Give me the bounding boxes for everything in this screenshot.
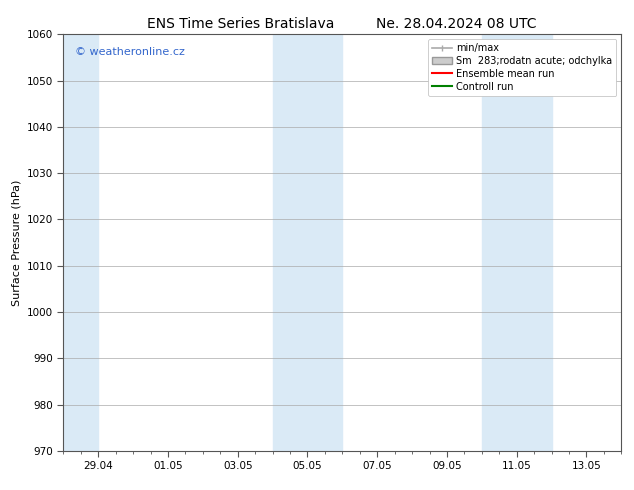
Text: © weatheronline.cz: © weatheronline.cz (75, 47, 184, 57)
Bar (63, 34, 98, 451)
Text: ENS Time Series Bratislava: ENS Time Series Bratislava (147, 17, 335, 31)
Legend: min/max, Sm  283;rodatn acute; odchylka, Ensemble mean run, Controll run: min/max, Sm 283;rodatn acute; odchylka, … (428, 39, 616, 96)
Y-axis label: Surface Pressure (hPa): Surface Pressure (hPa) (11, 179, 21, 306)
Bar (273, 34, 342, 451)
Text: Ne. 28.04.2024 08 UTC: Ne. 28.04.2024 08 UTC (376, 17, 537, 31)
Bar (482, 34, 552, 451)
